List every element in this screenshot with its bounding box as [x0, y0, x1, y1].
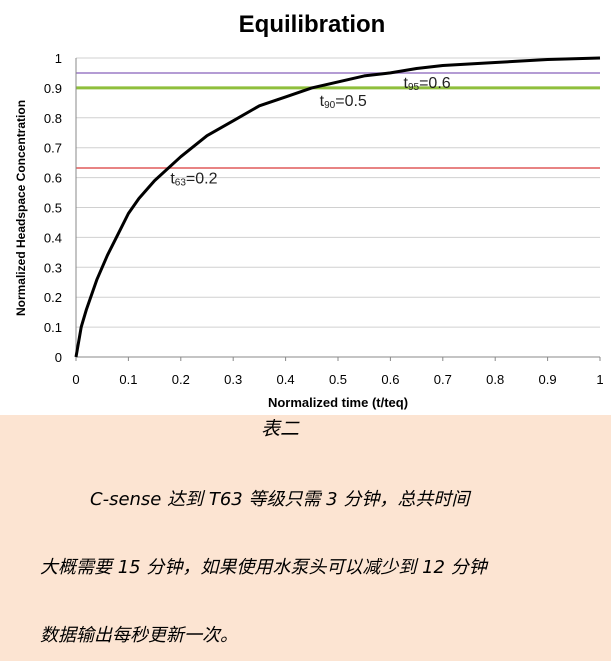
y-tick-label: 1 [55, 51, 62, 66]
x-tick-label: 0.2 [172, 372, 190, 387]
x-axis-label: Normalized time (t/teq) [268, 395, 408, 410]
y-tick-label: 0.3 [44, 260, 62, 275]
y-tick-label: 0.2 [44, 290, 62, 305]
x-tick-label: 1 [596, 372, 603, 387]
annotation-label: t63=0.2 [170, 171, 217, 189]
x-tick-label: 0.7 [434, 372, 452, 387]
x-tick-label: 0.1 [119, 372, 137, 387]
chart-title: Equilibration [239, 11, 386, 38]
y-tick-label: 0.7 [44, 141, 62, 156]
reference-lines [76, 72, 600, 169]
x-tick-label: 0.5 [329, 372, 347, 387]
annotation-label: t95=0.6 [404, 75, 451, 93]
axes [75, 58, 601, 361]
table-caption: 表二 [261, 418, 300, 440]
y-tick-label: 0.1 [44, 320, 62, 335]
x-tick-label: 0 [72, 372, 79, 387]
chart-panel: Equilibration Normalized Headspace Conce… [0, 0, 611, 415]
y-tick-label: 0.6 [44, 171, 62, 186]
y-tick-label: 0.5 [44, 201, 62, 216]
tick-labels: 0 0.1 0.2 0.3 0.4 0.5 0.6 0.7 0.8 0.9 1 0 0.1 0.2 0.3 0… [44, 51, 604, 387]
series-layer [74, 56, 601, 358]
x-tick-label: 0.3 [224, 372, 242, 387]
x-tick-label: 0.9 [539, 372, 557, 387]
y-axis-label: Normalized Headspace Concentration [14, 100, 28, 316]
y-tick-label: 0 [55, 350, 62, 365]
x-tick-label: 0.8 [486, 372, 504, 387]
annotation-label: t90=0.5 [320, 93, 367, 111]
description-line-2: 大概需要 15 分钟，如果使用水泵头可以减少到 12 分钟 [40, 557, 487, 578]
x-tick-label: 0.4 [277, 372, 295, 387]
annotations: t63=0.2 t90=0.5 t95=0.6 [170, 75, 450, 189]
equilibration-curve [74, 56, 601, 358]
x-tick-label: 0.6 [381, 372, 399, 387]
description-line-1: C-sense 达到 T63 等级只需 3 分钟，总共时间 [90, 489, 470, 510]
y-tick-label: 0.9 [44, 81, 62, 96]
y-tick-label: 0.4 [44, 230, 62, 245]
description-line-3: 数据输出每秒更新一次。 [40, 625, 238, 646]
y-tick-label: 0.8 [44, 111, 62, 126]
equilibration-chart: Equilibration Normalized Headspace Conce… [14, 11, 604, 410]
